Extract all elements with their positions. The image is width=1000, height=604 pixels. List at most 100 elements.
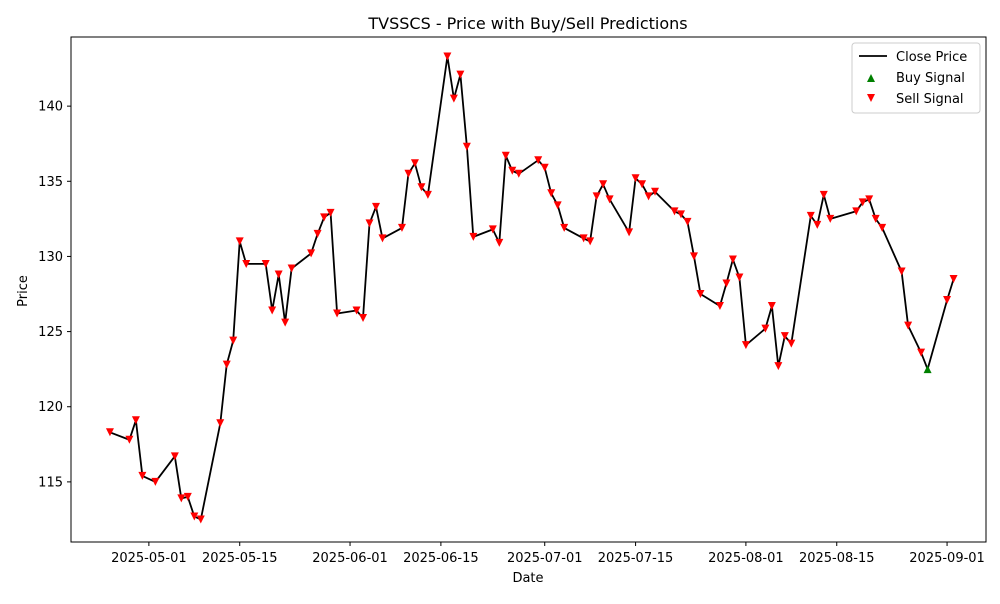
sell-signal-marker: [651, 187, 660, 196]
sell-signal-marker: [443, 52, 452, 61]
sell-signal-marker: [644, 192, 653, 201]
sell-signal-marker: [131, 416, 140, 425]
sell-signal-marker: [904, 321, 913, 330]
chart-title: TVSSCS - Price with Buy/Sell Predictions: [367, 14, 687, 33]
sell-signal-marker: [767, 302, 776, 311]
sell-signal-marker: [216, 419, 225, 428]
sell-signal-marker: [878, 223, 887, 232]
plot-frame: [70, 36, 987, 543]
close-price-line: [109, 55, 955, 521]
sell-signal-marker: [943, 296, 952, 305]
sell-signal-marker: [560, 223, 569, 232]
sell-signal-marker: [404, 169, 413, 178]
sell-signal-marker: [235, 237, 244, 246]
y-tick-label: 135: [38, 175, 63, 190]
sell-signal-marker: [696, 290, 705, 299]
sell-signal-marker: [677, 210, 685, 219]
sell-signal-marker: [501, 151, 510, 160]
sell-signal-marker: [138, 471, 147, 480]
sell-signal-marker: [858, 198, 867, 207]
sell-signal-marker: [774, 362, 783, 371]
sell-signal-marker: [689, 252, 698, 261]
sell-signal-marker: [826, 214, 835, 223]
sell-signal-marker: [605, 195, 614, 204]
sell-signal-marker: [352, 306, 361, 315]
sell-signal-marker: [307, 249, 316, 258]
y-tick-label: 130: [38, 250, 63, 265]
sell-signal-marker: [456, 70, 465, 79]
sell-signal-marker: [599, 180, 608, 189]
sell-signal-marker: [423, 190, 432, 199]
x-tick-label: 2025-06-01: [312, 551, 388, 566]
y-tick-label: 115: [38, 475, 63, 490]
x-tick-label: 2025-08-15: [799, 551, 875, 566]
sell-signal-marker: [488, 225, 497, 234]
sell-signal-marker: [274, 270, 283, 279]
sell-signal-marker: [638, 180, 647, 189]
sell-signal-marker: [242, 259, 251, 268]
sell-signal-marker: [365, 219, 374, 228]
legend-entry-buy: Buy Signal: [896, 71, 965, 86]
sell-signal-marker: [949, 274, 958, 283]
sell-signal-marker: [469, 232, 478, 241]
sell-signal-marker: [229, 336, 238, 345]
sell-signal-marker: [761, 324, 770, 333]
sell-signal-marker: [728, 255, 737, 264]
sell-signal-marker: [683, 217, 692, 226]
sell-signal-marker: [495, 238, 504, 247]
sell-signal-marker: [631, 174, 640, 183]
x-tick-label: 2025-06-15: [403, 551, 479, 566]
x-tick-label: 2025-05-15: [202, 551, 278, 566]
sell-signal-marker: [553, 201, 562, 210]
sell-signal-marker: [871, 214, 880, 223]
sell-signal-marker: [196, 515, 205, 524]
legend-entry-sell: Sell Signal: [896, 92, 964, 107]
sell-signal-marker: [806, 211, 815, 220]
sell-signal-marker: [508, 166, 517, 175]
legend-buy-marker: [867, 74, 875, 82]
sell-signal-marker: [333, 309, 342, 318]
sell-signal-marker: [625, 228, 634, 237]
plot-area: [105, 52, 958, 524]
sell-signal-marker: [670, 207, 679, 216]
sell-signal-marker: [281, 318, 290, 327]
sell-signal-marker: [592, 192, 601, 201]
x-tick-label: 2025-08-01: [708, 551, 784, 566]
sell-signal-marker: [813, 220, 822, 229]
sell-signal-marker: [313, 229, 322, 238]
sell-signal-marker: [897, 267, 906, 276]
y-tick-label: 120: [38, 400, 63, 415]
sell-signal-marker: [722, 279, 731, 288]
sell-signal-marker: [151, 477, 160, 486]
x-tick-label: 2025-05-01: [111, 551, 187, 566]
buy-signal-marker: [923, 365, 932, 374]
sell-signal-marker: [378, 234, 387, 243]
sell-signal-marker: [547, 189, 556, 198]
sell-signal-marker: [579, 234, 588, 243]
sell-signal-marker: [534, 156, 543, 165]
sell-signal-marker: [917, 348, 926, 357]
sell-signal-marker: [105, 428, 114, 437]
x-axis-label: Date: [512, 571, 543, 586]
sell-signal-marker: [268, 306, 277, 315]
sell-signal-marker: [787, 339, 796, 348]
sell-signal-marker: [586, 237, 595, 246]
sell-signal-marker: [852, 207, 861, 216]
legend-entry-close: Close Price: [896, 50, 967, 65]
y-tick-label: 125: [38, 325, 63, 340]
sell-signal-marker: [372, 202, 380, 211]
legend-box: [851, 42, 981, 114]
sell-signal-marker: [715, 302, 724, 311]
sell-signal-marker: [780, 332, 789, 341]
sell-signal-marker: [449, 94, 458, 103]
sell-signal-marker: [125, 435, 134, 444]
y-tick-label: 140: [38, 100, 63, 115]
legend: Close Price Buy Signal Sell Signal: [851, 42, 981, 114]
sell-signal-marker: [462, 142, 471, 151]
sell-signal-marker: [359, 314, 368, 323]
sell-signal-marker: [417, 183, 426, 192]
sell-signal-marker: [410, 159, 419, 168]
x-tick-label: 2025-09-01: [909, 551, 985, 566]
